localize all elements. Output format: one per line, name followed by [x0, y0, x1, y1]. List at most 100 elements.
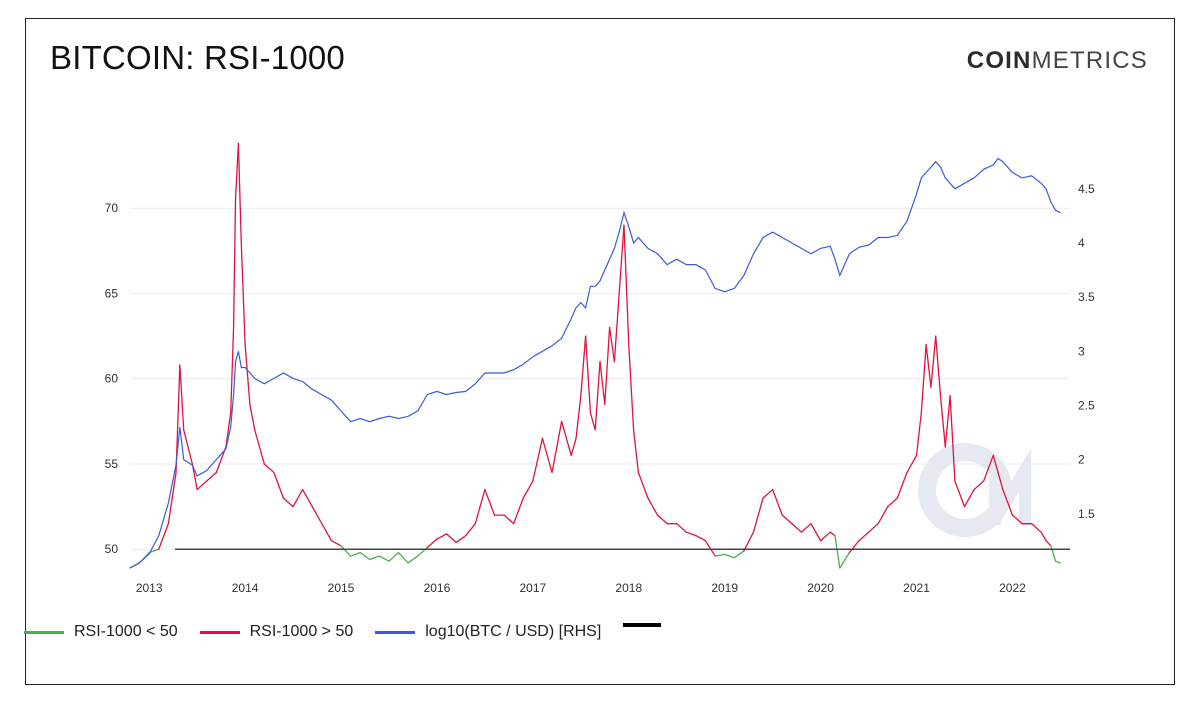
rsi-segment — [647, 497, 659, 516]
rsi-segment — [963, 488, 975, 508]
rsi-segment — [232, 199, 237, 329]
watermark — [918, 443, 1031, 537]
x-tick-label: 2018 — [615, 581, 642, 595]
rsi-segment — [234, 142, 240, 201]
y-left-tick-label: 60 — [105, 372, 119, 386]
x-tick-label: 2013 — [136, 581, 163, 595]
rsi-segment — [867, 523, 879, 533]
x-tick-label: 2020 — [807, 581, 834, 595]
rsi-segment — [1011, 514, 1023, 525]
rsi-segment — [240, 241, 246, 346]
legend-swatch-red — [199, 630, 240, 634]
rsi-segment — [584, 335, 592, 414]
brand-logo: COINMETRICS — [967, 47, 1148, 75]
rsi-segment — [349, 552, 361, 557]
rsi-segment — [704, 540, 716, 557]
y-left-tick-label: 70 — [105, 201, 119, 215]
rsi-segment — [858, 531, 870, 542]
rsi-segment — [939, 395, 946, 448]
rsi-segment — [1040, 531, 1047, 542]
y-right-tick-label: 2.5 — [1078, 398, 1095, 412]
rsi-segment — [733, 550, 745, 559]
rsi-segment — [254, 429, 265, 465]
brand-logo-light: METRICS — [1031, 47, 1148, 74]
rsi-segment — [954, 480, 966, 508]
x-axis: 2013 2014 2015 2016 2017 2018 2019 2020 2021 2022 — [136, 581, 1026, 595]
y-right-tick-label: 3.5 — [1078, 290, 1095, 304]
x-tick-label: 2016 — [424, 581, 451, 595]
rsi-segment — [273, 471, 285, 499]
rsi-segment — [656, 514, 668, 525]
rsi-segment — [302, 488, 313, 508]
rsi-segment — [772, 488, 783, 516]
rsi-segment — [196, 480, 208, 491]
rsi-segment — [541, 437, 553, 474]
rsi-segment — [455, 534, 467, 544]
rsi-segment — [330, 540, 342, 547]
rsi-segment — [292, 488, 304, 508]
x-tick-label: 2019 — [711, 581, 738, 595]
rsi-segment — [167, 471, 177, 525]
rsi-segment — [791, 523, 803, 533]
rsi-segment — [604, 326, 611, 405]
rsi-segment — [676, 523, 687, 533]
rsi-segment — [359, 552, 371, 561]
rsi-segment — [877, 505, 889, 525]
y-right-tick-label: 2 — [1078, 453, 1085, 467]
rsi-segment — [920, 343, 927, 414]
legend-label: log10(BTC / USD) [RHS] — [425, 623, 602, 640]
rsi-segment — [179, 364, 185, 431]
rsi-segment — [183, 429, 193, 465]
rsi-segment — [714, 553, 726, 557]
legend-item-rsi-below[interactable]: RSI-1000 < 50 — [24, 623, 178, 641]
rsi-segment — [378, 555, 390, 562]
legend-item-rsi-above[interactable]: RSI-1000 > 50 — [199, 623, 353, 641]
brand-logo-bold: COIN — [966, 47, 1032, 74]
rsi-segment — [513, 497, 524, 525]
rsi-segment — [206, 471, 217, 482]
x-tick-label: 2015 — [328, 581, 355, 595]
rsi-segment — [580, 335, 587, 397]
rsi-segment — [522, 480, 534, 499]
legend-item-btc[interactable]: log10(BTC / USD) [RHS] — [375, 623, 601, 641]
rsi-series — [129, 142, 1062, 569]
rsi-segment — [570, 437, 577, 457]
rsi-segment — [397, 552, 409, 564]
y-left-tick-label: 50 — [105, 542, 119, 556]
rsi-segment — [388, 552, 400, 562]
legend-swatch-green — [24, 630, 64, 634]
rsi-segment — [685, 531, 697, 537]
rsi-segment — [340, 545, 352, 557]
rsi-segment — [436, 533, 448, 540]
rsi-segment — [608, 326, 616, 363]
rsi-segment — [819, 531, 831, 542]
rsi-segment — [949, 395, 956, 482]
y-right-tick-label: 4.5 — [1078, 182, 1095, 196]
rsi-segment — [752, 497, 764, 533]
rsi-segment — [575, 395, 582, 440]
rsi-segment — [321, 523, 333, 542]
rsi-segment — [282, 497, 294, 508]
rsi-segment — [594, 361, 601, 431]
legend-swatch-black — [623, 623, 662, 627]
rsi-segment — [944, 395, 951, 448]
x-tick-label: 2014 — [232, 581, 259, 595]
rsi-segment — [158, 523, 170, 550]
y-right-tick-label: 1.5 — [1078, 507, 1095, 521]
rsi-segment — [407, 555, 419, 564]
rsi-segment — [829, 531, 836, 537]
rsi-segment — [263, 463, 275, 474]
y-axis-left: 50 55 60 65 70 — [105, 201, 119, 556]
rsi-segment — [762, 488, 774, 499]
rsi-segment — [930, 335, 937, 388]
rsi-segment — [445, 533, 457, 544]
chart-frame: BITCOIN: RSI-1000 COINMETRICS — [25, 18, 1175, 685]
rsi-segment — [532, 437, 544, 482]
rsi-segment — [249, 403, 256, 431]
rsi-segment — [623, 224, 630, 346]
rsi-segment — [613, 292, 620, 363]
rsi-segment — [896, 471, 908, 499]
rsi-segment — [503, 514, 515, 525]
rsi-segment — [230, 326, 235, 414]
